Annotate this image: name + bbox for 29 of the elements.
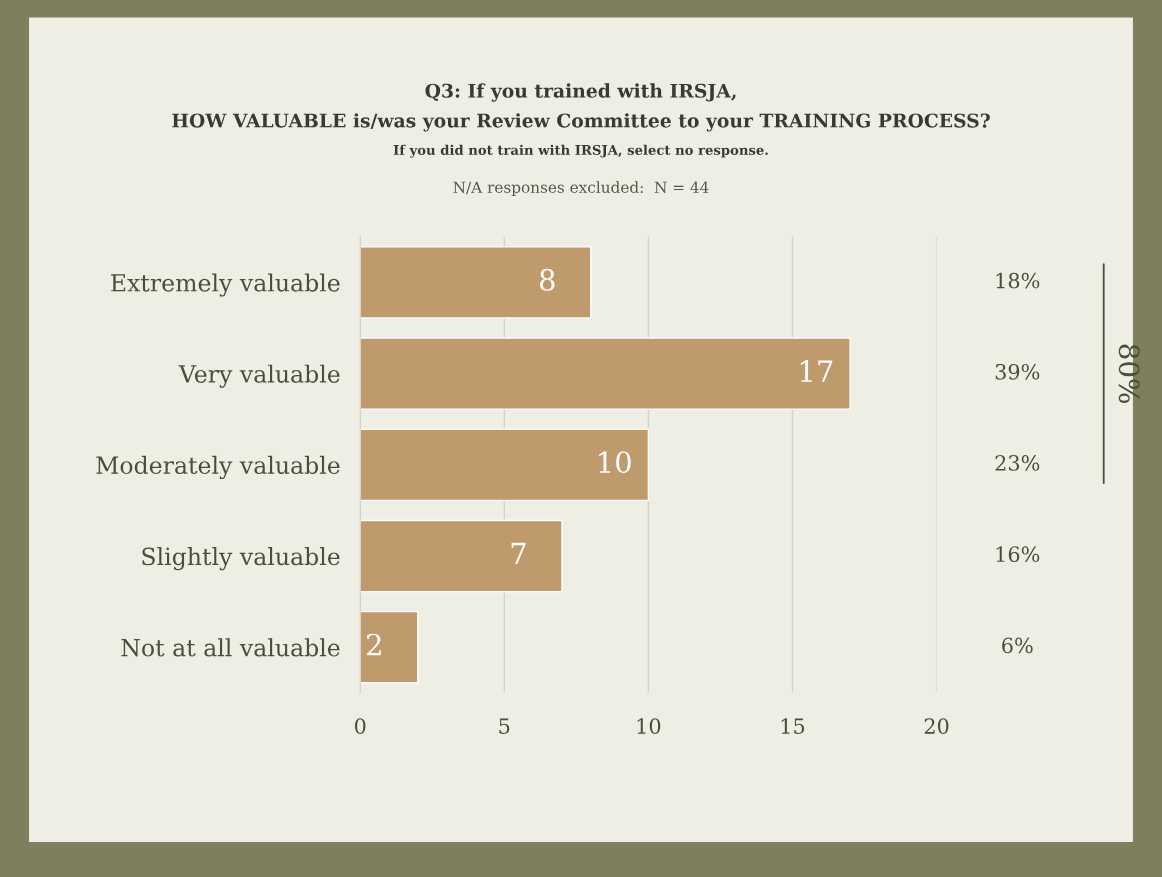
text: 39% [995, 363, 1040, 380]
x-tick-label: 0 [354, 718, 366, 734]
bar [360, 428, 650, 502]
text: N/A responses excluded: N = 44 [453, 181, 709, 196]
x-tick-label: 20 [924, 718, 949, 734]
text: 16% [996, 546, 1040, 563]
data-label: 10 [599, 451, 631, 474]
data-label: 7 [511, 542, 526, 565]
text: 23% [995, 455, 1040, 471]
chart-title: Q3: If you trained with IRSJA, HOW VALUABLE is/was your Review Committee to your TRAINING PROCESS? [172, 83, 990, 132]
text: 18% [996, 272, 1040, 289]
bar [360, 337, 851, 410]
x-tick-label: 15 [781, 718, 805, 734]
x-tick-label: 10 [637, 718, 661, 734]
x-tick-label: 5 [499, 718, 510, 734]
chart-subtitle: If you did not train with IRSJA, select no response. [393, 144, 768, 158]
data-label: 2 [367, 633, 381, 656]
text: 80% [1118, 344, 1140, 403]
y-tick-label: Extremely valuable [111, 273, 340, 297]
data-label: 8 [539, 268, 555, 291]
data-label: 17 [800, 360, 833, 382]
bar [360, 610, 419, 684]
y-tick-label: Slightly valuable [142, 547, 340, 571]
y-tick-label: Very valuable [178, 364, 340, 388]
bar [360, 246, 592, 319]
bar [360, 519, 563, 593]
text: 6% [1002, 637, 1033, 654]
y-tick-label: Not at all valuable [121, 638, 340, 657]
y-tick-label: Moderately valuable [96, 455, 340, 480]
